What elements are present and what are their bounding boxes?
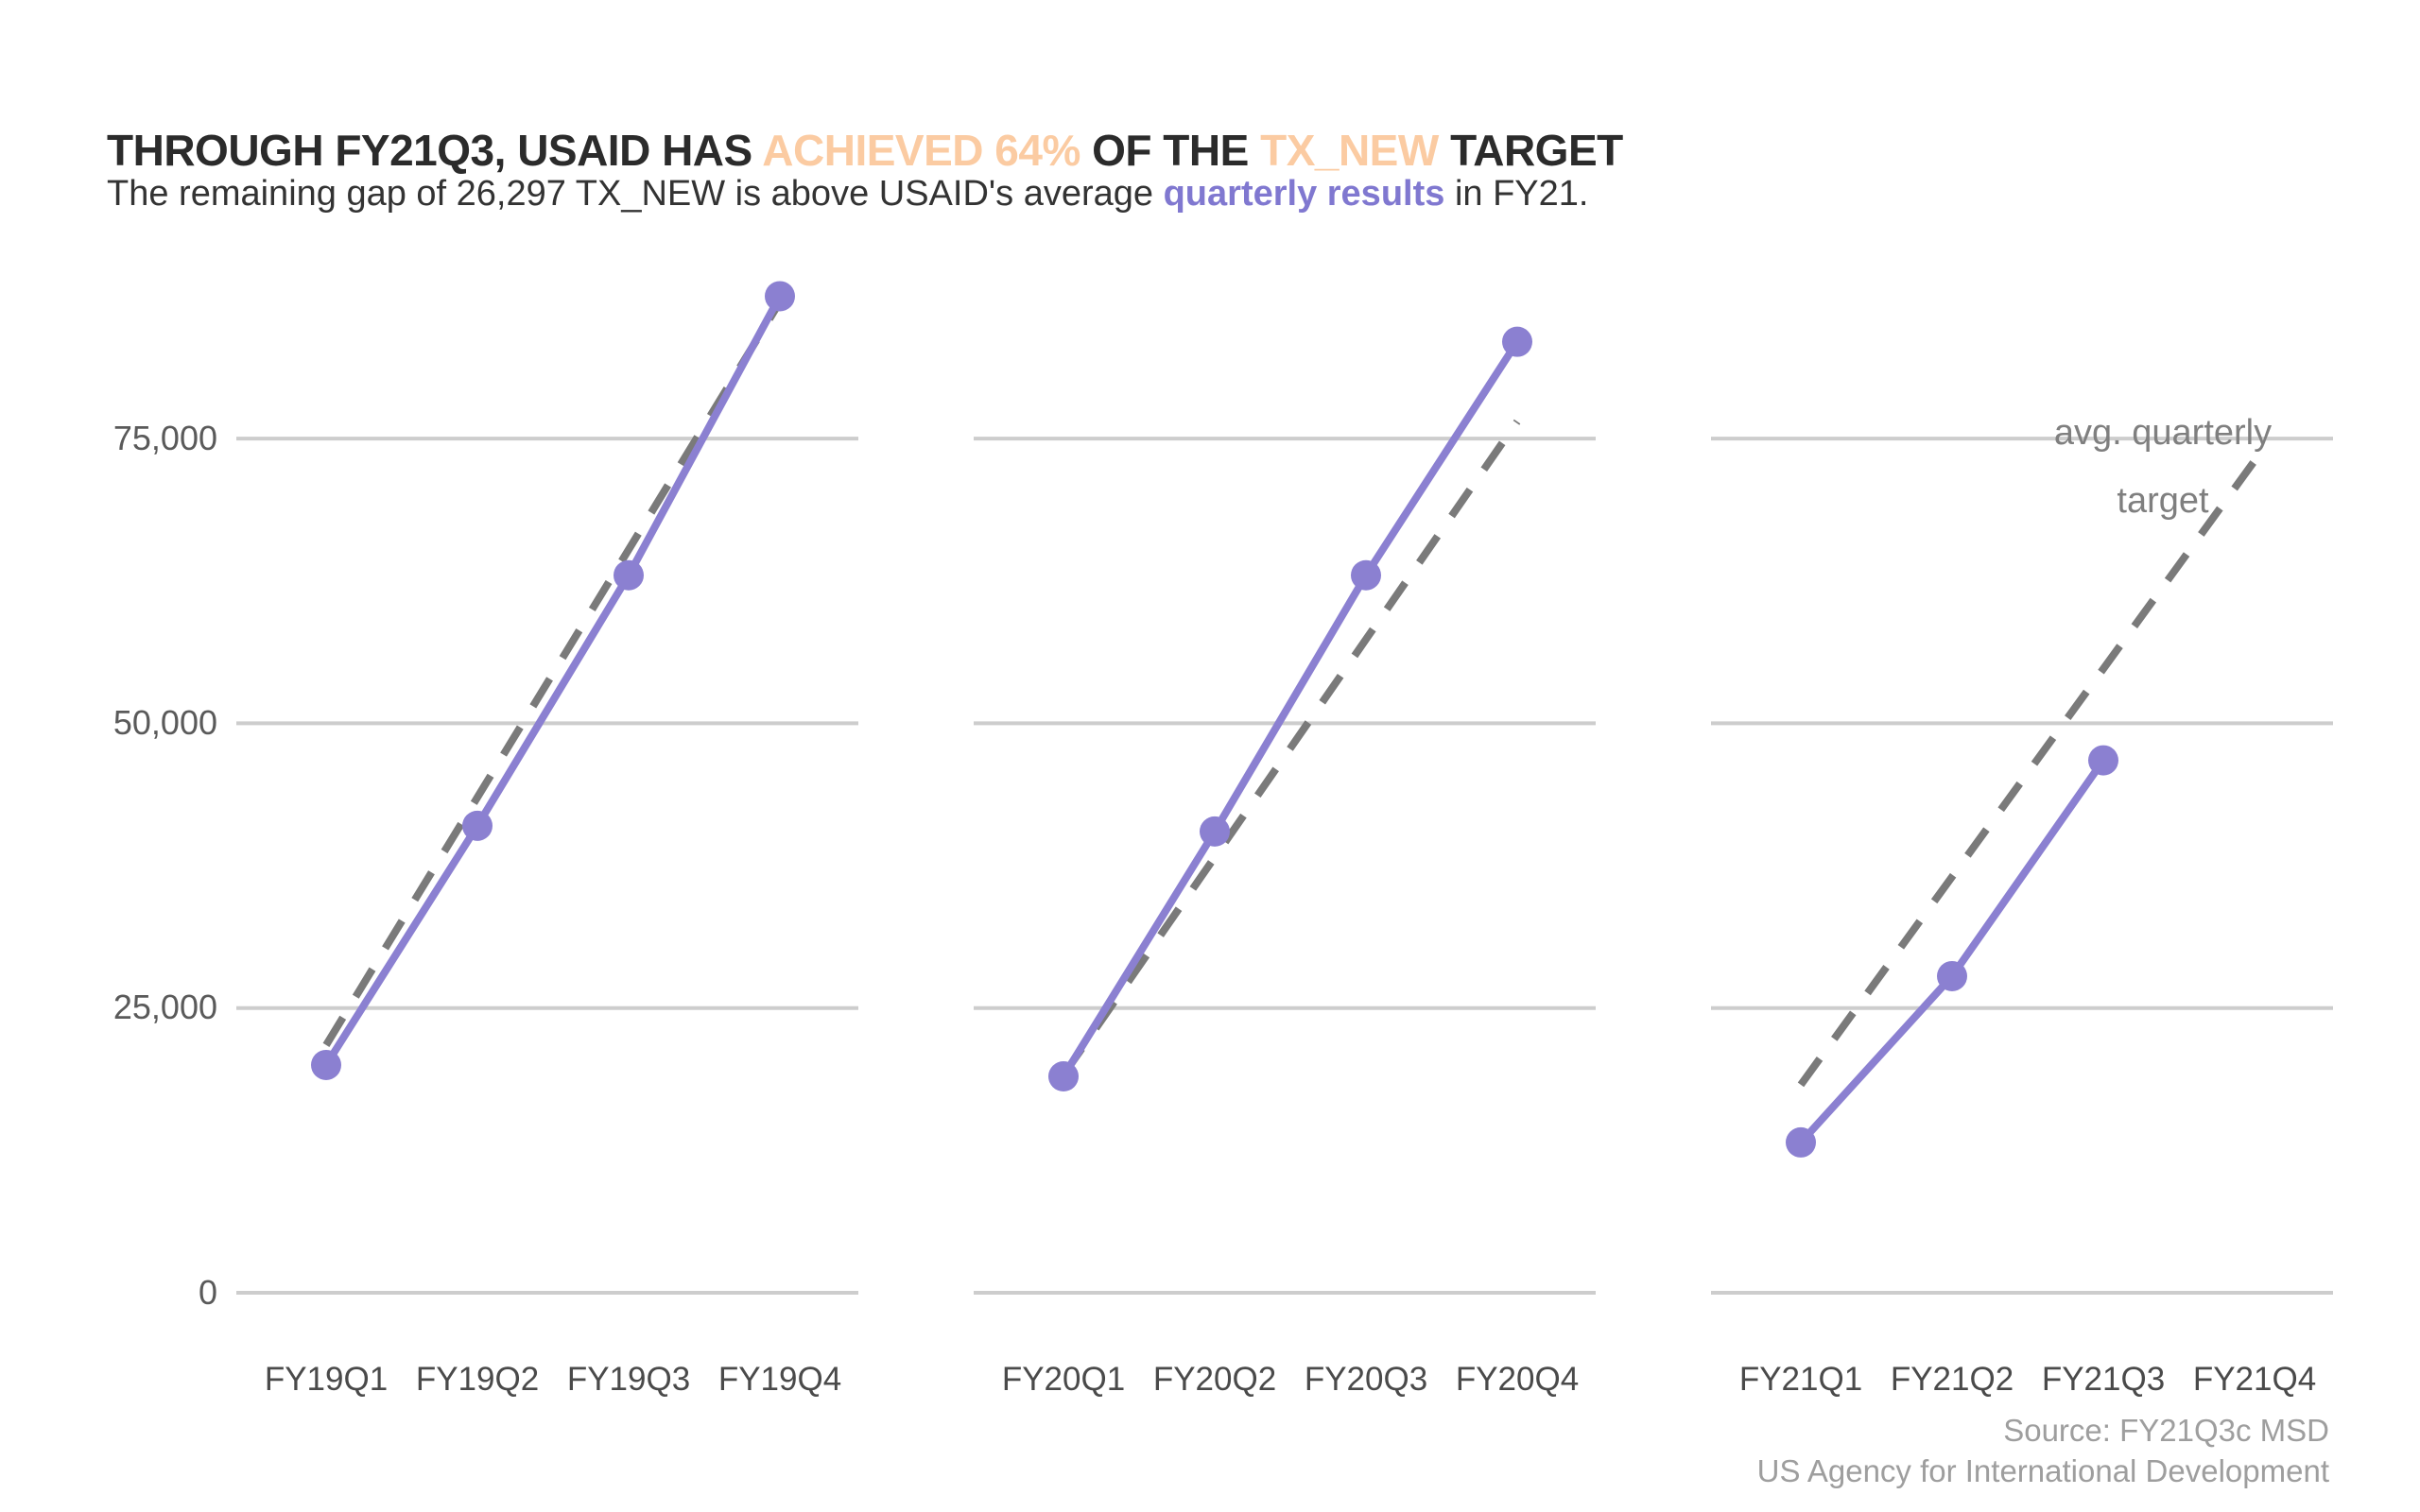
subtitle-segment: The remaining gap of 26,297 TX_NEW is ab… (107, 174, 1164, 214)
target-dashed-line-fy20 (1060, 419, 1521, 1077)
data-point-fy20q4 (1502, 326, 1532, 357)
data-point-fy21q3 (2088, 745, 2118, 776)
chart-title: THROUGH FY21Q3, USAID HAS ACHIEVED 64% O… (107, 124, 2281, 177)
x-axis-label-fy20q2: FY20Q2 (1152, 1361, 1277, 1398)
title-highlight-achieved: ACHIEVED 64% (762, 125, 1093, 175)
subtitle-segment: in FY21. (1444, 174, 1589, 214)
x-axis-label-fy21q3: FY21Q3 (2041, 1361, 2166, 1398)
data-point-fy19q3 (614, 559, 644, 591)
source-line: Source: FY21Q3c MSD (2003, 1413, 2329, 1448)
actual-line-fy19 (322, 294, 784, 1068)
subtitle-highlight-quarterly-results: quarterly results (1163, 174, 1445, 214)
x-axis-label-fy20q4: FY20Q4 (1455, 1361, 1580, 1398)
title-highlight-txnew: TX_NEW (1260, 125, 1451, 175)
actual-line-fy20 (1060, 339, 1521, 1079)
x-axis-label-fy19q3: FY19Q3 (566, 1361, 691, 1398)
data-point-fy20q3 (1351, 559, 1381, 591)
x-axis-label-fy19q4: FY19Q4 (717, 1361, 842, 1398)
chart-subtitle: The remaining gap of 26,297 TX_NEW is ab… (107, 170, 2281, 217)
target-annotation-line2: target (2117, 481, 2209, 521)
x-axis-label-fy19q2: FY19Q2 (415, 1361, 540, 1398)
actual-line-fy21 (1798, 758, 2107, 1145)
data-point-fy20q2 (1200, 816, 1230, 847)
y-axis-tick-75000: 75,000 (112, 419, 217, 457)
target-annotation-line1: avg. quarterly (2053, 413, 2273, 453)
x-axis-label-fy19q1: FY19Q1 (264, 1361, 389, 1398)
x-axis-label-fy21q4: FY21Q4 (2192, 1361, 2317, 1398)
y-axis-tick-0: 0 (198, 1273, 217, 1312)
x-axis-label-fy21q1: FY21Q1 (1738, 1361, 1863, 1398)
title-segment: THROUGH FY21Q3, USAID HAS (107, 125, 763, 175)
data-point-fy19q1 (311, 1049, 341, 1080)
x-axis-label-fy21q2: FY21Q2 (1890, 1361, 2014, 1398)
data-point-fy20q1 (1048, 1061, 1079, 1092)
data-point-fy19q4 (765, 281, 795, 312)
data-point-fy21q1 (1786, 1126, 1816, 1158)
x-axis-label-fy20q1: FY20Q1 (1001, 1361, 1126, 1398)
source-agency-line: US Agency for International Development (1756, 1453, 2329, 1488)
data-point-fy19q2 (462, 810, 493, 841)
title-segment: TARGET (1450, 125, 1623, 175)
target-dashed-line-fy21 (1797, 458, 2258, 1088)
data-point-fy21q2 (1937, 960, 1967, 991)
x-axis-label-fy20q3: FY20Q3 (1304, 1361, 1428, 1398)
target-dashed-line-fy19 (322, 300, 784, 1047)
title-segment: OF THE (1092, 125, 1261, 175)
y-axis-tick-25000: 25,000 (112, 988, 217, 1026)
y-axis-tick-50000: 50,000 (112, 703, 217, 742)
